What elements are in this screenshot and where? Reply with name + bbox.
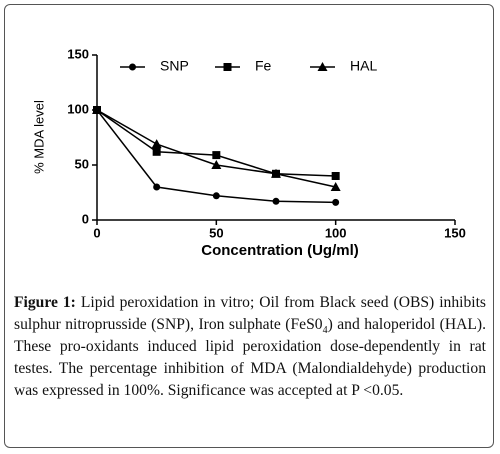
marker [211, 160, 222, 169]
marker [272, 197, 280, 205]
figure-frame [4, 4, 494, 448]
marker [330, 182, 341, 191]
y-tick-label: 100 [67, 101, 89, 116]
marker [332, 198, 340, 206]
legend-label: SNP [160, 58, 189, 74]
marker [152, 147, 161, 156]
legend-label: Fe [255, 58, 272, 74]
x-axis-label: Concentration (Ug/ml) [201, 242, 359, 259]
x-tick-label: 0 [93, 225, 100, 240]
caption-label: Figure 1: [14, 294, 76, 311]
caption-text: Lipid peroxidation in vitro; Oil from Bl… [14, 294, 486, 333]
caption-subscript: 4 [322, 325, 328, 337]
y-tick-label: 0 [82, 211, 89, 226]
marker [212, 192, 220, 200]
caption: Figure 1: Lipid peroxidation in vitro; O… [14, 292, 486, 402]
marker [92, 105, 102, 114]
marker [331, 172, 340, 180]
legend-marker [223, 63, 232, 71]
caption-text: ) and haloperidol (HAL). These pro-oxida… [14, 316, 486, 399]
x-tick-label: 100 [325, 225, 347, 240]
marker [151, 139, 162, 149]
legend-label: HAL [350, 58, 377, 74]
chart: % MDA level Concentration (Ug/ml) 0 50 100… [31, 46, 466, 259]
legend-marker [129, 63, 136, 71]
marker [271, 168, 281, 178]
x-tick-label: 50 [209, 225, 223, 240]
y-axis-label: % MDA level [31, 100, 46, 174]
marker [153, 183, 161, 191]
marker [212, 151, 221, 160]
legend-marker [317, 62, 328, 71]
y-tick-label: 150 [67, 46, 89, 61]
x-tick-label: 150 [444, 225, 466, 240]
series-line [96, 109, 336, 188]
y-tick-label: 50 [75, 156, 89, 171]
